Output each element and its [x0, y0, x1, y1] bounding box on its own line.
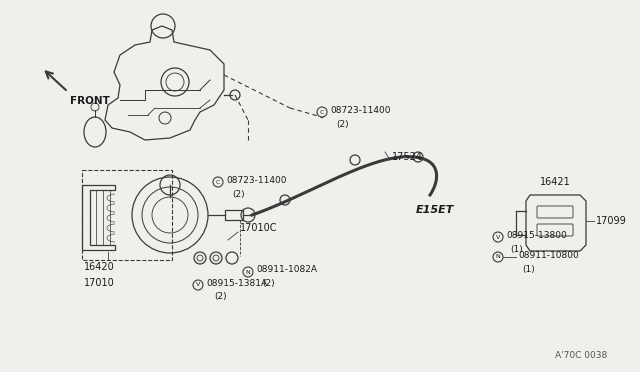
Text: FRONT: FRONT [70, 96, 110, 106]
Text: 16420: 16420 [84, 262, 115, 272]
Text: A'70C 0038: A'70C 0038 [555, 351, 607, 360]
Text: 17010C: 17010C [240, 223, 278, 233]
Text: N: N [495, 254, 500, 260]
Text: 17099: 17099 [596, 216, 627, 226]
Text: (2): (2) [336, 120, 349, 129]
Text: (2): (2) [232, 190, 244, 199]
Text: 08915-1381A: 08915-1381A [206, 279, 267, 288]
Text: 16421: 16421 [540, 177, 571, 187]
Text: V: V [196, 282, 200, 288]
Text: E15ET: E15ET [416, 205, 454, 215]
Text: 08915-13800: 08915-13800 [506, 231, 567, 240]
Text: 08723-11400: 08723-11400 [330, 106, 390, 115]
Text: 08723-11400: 08723-11400 [226, 176, 287, 185]
Text: C: C [320, 109, 324, 115]
Text: (1): (1) [510, 245, 523, 254]
Text: C: C [216, 180, 220, 185]
Text: V: V [496, 234, 500, 240]
Text: (2): (2) [214, 292, 227, 301]
Text: 08911-1082A: 08911-1082A [256, 266, 317, 275]
Text: 08911-10800: 08911-10800 [518, 250, 579, 260]
Text: (1): (1) [522, 265, 535, 274]
Text: 17010: 17010 [84, 278, 115, 288]
Text: (2): (2) [262, 279, 275, 288]
Text: 17524: 17524 [392, 152, 423, 162]
Text: N: N [246, 269, 250, 275]
